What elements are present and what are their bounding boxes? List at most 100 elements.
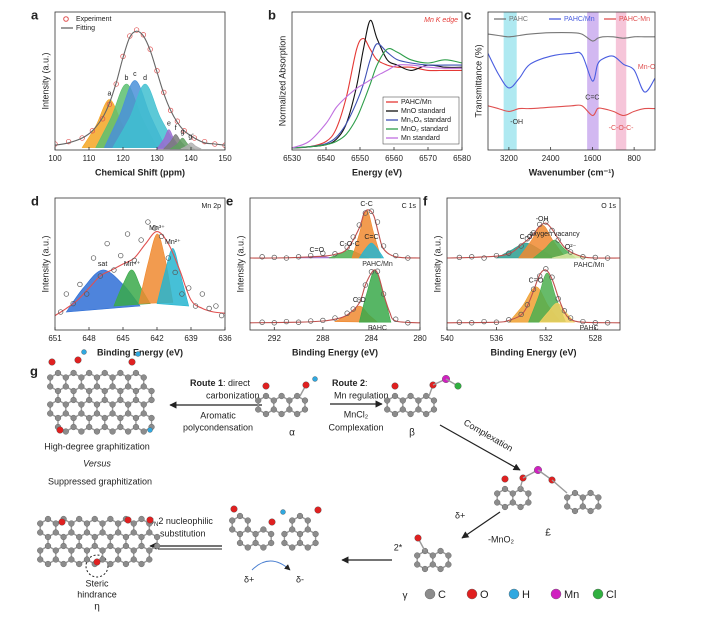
y-axis-label: Transmittance (%): [473, 44, 483, 117]
data-point: [469, 254, 475, 260]
atom: [494, 490, 501, 497]
atom: [54, 396, 62, 404]
atom: [244, 517, 251, 524]
atom: [132, 387, 140, 395]
atom: [501, 485, 509, 493]
data-line: [292, 47, 462, 149]
atom: [414, 552, 421, 559]
data-point: [481, 318, 487, 325]
atom: [132, 369, 140, 377]
x-tick-label: 292: [268, 334, 282, 343]
arrow: [439, 424, 521, 471]
plot-area: [55, 27, 225, 150]
atom: [99, 529, 106, 536]
data-point: [99, 116, 106, 122]
x-tick-label: 645: [116, 334, 130, 343]
atom: [76, 542, 83, 550]
data-point: [537, 221, 543, 228]
data-point: [259, 254, 265, 260]
legend-label: Experiment: [76, 16, 111, 23]
atom: [445, 552, 452, 559]
x-tick-label: 528: [589, 334, 603, 343]
atom: [122, 542, 130, 550]
peak-label: C=O: [529, 278, 544, 285]
atom: [138, 560, 145, 568]
plot-frame: [249, 197, 421, 331]
legend-atom: [550, 588, 562, 600]
data-point: [320, 250, 326, 256]
atom: [52, 556, 59, 563]
route1-text: : direct: [223, 378, 251, 388]
data-point: [138, 237, 144, 243]
route1-line1: Route 1: direct: [190, 378, 251, 388]
atom: [78, 401, 85, 408]
atom: [230, 505, 238, 513]
atom: [70, 396, 77, 404]
atom: [294, 392, 301, 400]
peak-label: Mn³⁺: [149, 225, 165, 232]
atom: [384, 397, 391, 404]
atom: [109, 383, 116, 390]
legend-label: O: [480, 589, 489, 601]
atom: [296, 539, 304, 547]
data-point: [271, 254, 277, 261]
atom: [415, 406, 422, 413]
atom: [138, 515, 145, 523]
atom: [117, 423, 124, 431]
x-tick-label: 288: [316, 334, 330, 343]
atom: [260, 526, 267, 533]
route1-line2: carbonization: [206, 390, 260, 400]
data-point: [456, 254, 463, 261]
data-line: [488, 104, 655, 117]
atom: [147, 427, 153, 433]
atom: [122, 560, 130, 568]
charge: δ+: [455, 510, 465, 520]
legend-atom: [592, 588, 604, 600]
atom: [125, 428, 132, 435]
data-point: [393, 252, 399, 259]
data-point: [506, 317, 512, 323]
atom: [83, 520, 91, 527]
sn2-rest: 2 nucleophilic: [158, 516, 213, 526]
atom: [255, 397, 262, 404]
atom: [252, 530, 259, 538]
atom: [391, 382, 399, 390]
atom: [101, 387, 108, 395]
peak-label: c: [133, 71, 137, 78]
data-point: [524, 236, 530, 242]
panel-label: d: [31, 193, 39, 208]
atom: [70, 387, 77, 395]
peak-label: oxygen vacancy: [529, 231, 580, 238]
atom: [78, 383, 85, 390]
data-line: [447, 269, 620, 324]
atom: [62, 374, 69, 381]
atom: [148, 414, 155, 422]
plot-area: [488, 12, 655, 150]
atom: [74, 356, 82, 364]
data-point: [97, 273, 103, 279]
data-point: [393, 316, 399, 322]
atom: [384, 406, 391, 413]
peak-label: C-O: [353, 297, 366, 304]
data-point: [368, 208, 375, 214]
data-point: [131, 257, 137, 264]
data-point: [350, 234, 356, 240]
chart-panel: 6530 6540 6550 6560 6570 6580 Energy (eV) Norma…: [268, 7, 471, 177]
peak-label: C-O: [520, 234, 533, 241]
molecule-label: £: [545, 528, 551, 539]
sn2-line2: substitution: [160, 528, 206, 538]
route1-below: Aromatic: [200, 410, 236, 420]
x-tick-label: 536: [490, 334, 504, 343]
data-point: [199, 291, 205, 297]
atom: [278, 392, 285, 400]
atom: [91, 515, 98, 523]
atom: [289, 526, 296, 533]
atom: [68, 529, 75, 536]
atom: [270, 397, 277, 404]
atom: [62, 383, 69, 390]
molecule-label: η: [94, 602, 100, 613]
x-tick-label: 639: [184, 334, 198, 343]
plot-area: [250, 208, 420, 326]
x-tick-label: 3200: [500, 154, 518, 163]
atom: [93, 428, 101, 435]
